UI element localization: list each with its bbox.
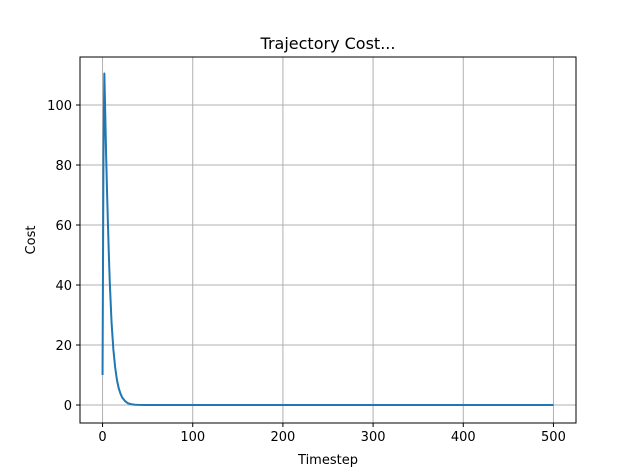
x-tick-label: 200 [270,430,295,445]
plot-frame [79,56,577,424]
y-tick-label: 80 [55,159,72,174]
x-ticks: 0 100 200 300 400 500 [98,423,566,445]
series-line [101,72,554,406]
x-tick-label: 400 [451,430,476,445]
x-tick-label: 300 [361,430,386,445]
x-axis-label: Timestep [297,453,358,468]
y-tick-label: 0 [64,399,72,414]
x-tick-label: 0 [98,430,106,445]
chart-title: Trajectory Cost... [260,34,396,53]
y-tick-label: 60 [55,219,72,234]
y-ticks: 0 20 40 60 80 100 [47,99,80,414]
y-tick-label: 100 [47,99,72,114]
y-tick-label: 40 [55,279,72,294]
y-axis-label: Cost [24,226,39,255]
x-tick-label: 100 [180,430,205,445]
grid-lines [80,57,576,423]
x-tick-label: 500 [541,430,566,445]
y-tick-label: 20 [55,339,72,354]
series-layer [101,72,554,406]
